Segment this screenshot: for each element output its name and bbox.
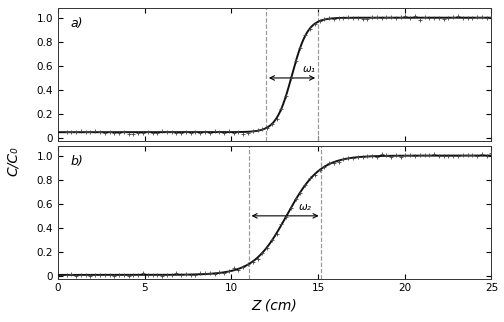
Text: b): b) bbox=[71, 155, 84, 168]
Text: ω₁: ω₁ bbox=[302, 64, 316, 74]
X-axis label: Z (cm): Z (cm) bbox=[252, 299, 297, 313]
Text: C/C₀: C/C₀ bbox=[6, 146, 20, 176]
Text: a): a) bbox=[71, 17, 84, 30]
Text: ω₂: ω₂ bbox=[299, 202, 312, 212]
